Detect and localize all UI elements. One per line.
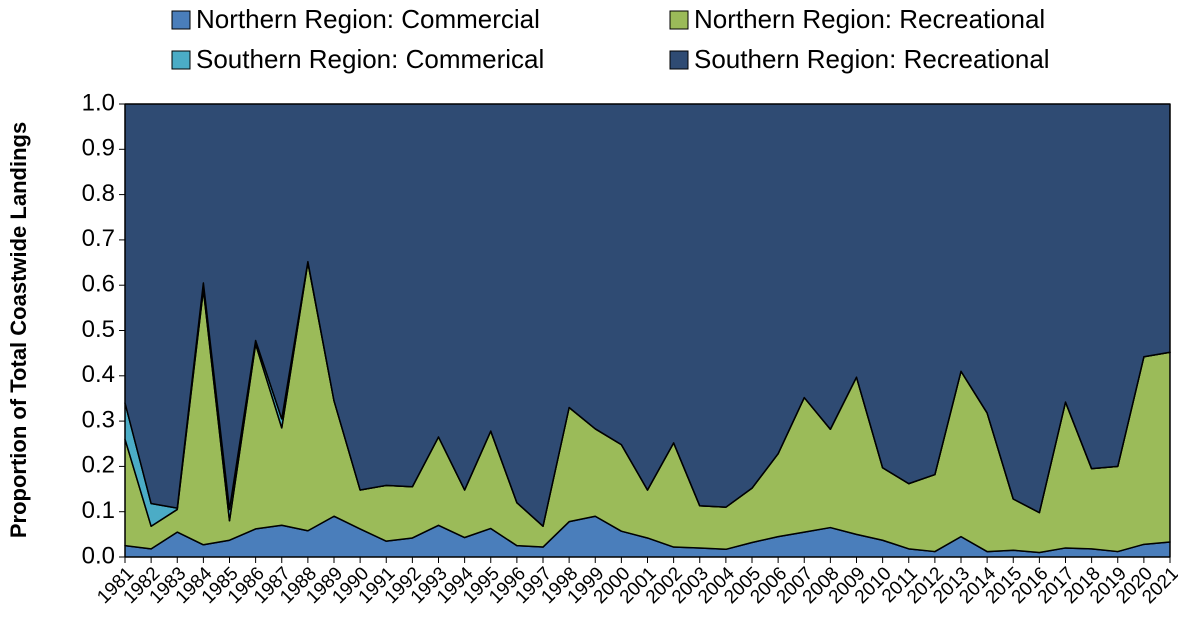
y-tick-label: 0.0 [82, 542, 115, 569]
legend-swatch [171, 10, 191, 30]
y-tick-label: 0.7 [82, 225, 115, 252]
y-tick-label: 0.4 [82, 361, 115, 388]
y-tick-label: 0.9 [82, 135, 115, 162]
legend-swatch [669, 50, 689, 70]
legend-swatch [171, 50, 191, 70]
y-tick-label: 0.1 [82, 497, 115, 524]
legend-label: Southern Region: Commerical [196, 44, 544, 74]
y-tick-label: 0.8 [82, 180, 115, 207]
y-tick-label: 0.6 [82, 271, 115, 298]
legend-label: Southern Region: Recreational [694, 44, 1050, 74]
area [124, 103, 1171, 527]
legend-label: Northern Region: Recreational [694, 4, 1045, 34]
y-tick-label: 1.0 [82, 89, 115, 116]
y-tick-label: 0.3 [82, 406, 115, 433]
legend-swatch [669, 10, 689, 30]
legend-label: Northern Region: Commercial [196, 4, 540, 34]
y-tick-label: 0.5 [82, 316, 115, 343]
y-axis-title: Proportion of Total Coastwide Landings [6, 122, 31, 538]
y-tick-label: 0.2 [82, 452, 115, 479]
